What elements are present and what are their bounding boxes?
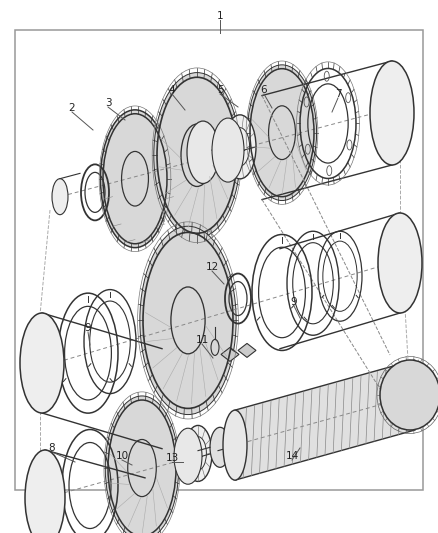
Ellipse shape [174, 428, 202, 484]
Text: 5: 5 [217, 85, 223, 95]
Ellipse shape [187, 121, 219, 183]
Text: 3: 3 [105, 98, 111, 108]
Polygon shape [235, 360, 415, 480]
Bar [15, 30, 423, 490]
Ellipse shape [224, 115, 256, 179]
Ellipse shape [380, 360, 438, 430]
Text: 11: 11 [195, 335, 208, 345]
Ellipse shape [100, 110, 170, 248]
Text: 14: 14 [286, 451, 299, 461]
Ellipse shape [212, 118, 244, 182]
Ellipse shape [378, 213, 422, 313]
Ellipse shape [105, 396, 179, 533]
Ellipse shape [25, 450, 65, 533]
Ellipse shape [370, 61, 414, 165]
Ellipse shape [140, 226, 236, 415]
Ellipse shape [247, 65, 317, 200]
Text: 9: 9 [291, 297, 297, 307]
Polygon shape [221, 348, 239, 361]
Text: 12: 12 [205, 262, 219, 272]
Text: 9: 9 [85, 323, 91, 333]
Ellipse shape [223, 410, 247, 480]
Ellipse shape [52, 179, 68, 215]
Text: 10: 10 [116, 451, 129, 461]
Ellipse shape [20, 313, 64, 413]
Text: 1: 1 [217, 11, 223, 21]
Text: 7: 7 [335, 89, 341, 99]
Text: 6: 6 [261, 85, 267, 95]
Text: 13: 13 [166, 453, 179, 463]
Ellipse shape [210, 427, 230, 467]
Text: 8: 8 [49, 443, 55, 453]
Polygon shape [238, 343, 256, 358]
Text: 4: 4 [169, 85, 175, 95]
Ellipse shape [154, 72, 240, 238]
Text: 2: 2 [69, 103, 75, 113]
Ellipse shape [184, 425, 212, 481]
